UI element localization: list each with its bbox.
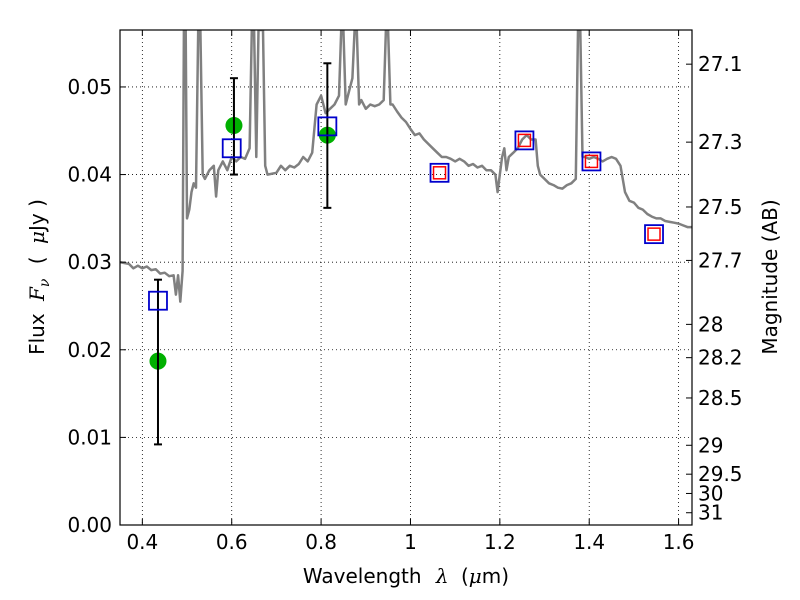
- blue-square-marker: [148, 290, 168, 311]
- y-axis-label-unit-mu: μ: [25, 231, 49, 244]
- model-sed-line: [120, 30, 692, 303]
- y-tick-label: 0.03: [67, 250, 112, 274]
- x-tick-label: 0.6: [216, 530, 248, 554]
- blue-square-marker: [429, 162, 450, 183]
- x-tick-label: 0.8: [305, 530, 337, 554]
- y-axis-label-prefix: Flux: [25, 313, 49, 355]
- plot-frame: [119, 29, 693, 526]
- x-tick-label: 1.2: [484, 530, 516, 554]
- y2-tick-label: 27.3: [698, 130, 743, 154]
- x-tick-label: 1.6: [663, 530, 695, 554]
- y-axis-label-unit-open: (: [25, 256, 49, 264]
- y2-tick-label: 29.5: [698, 462, 743, 486]
- y2-tick-label: 27.7: [698, 248, 743, 272]
- y-tick-label: 0.02: [67, 338, 112, 362]
- y2-tick-label: 29: [698, 433, 723, 457]
- y2-tick-label: 27.5: [698, 195, 743, 219]
- series-layer: [120, 30, 692, 446]
- grid-lines: [120, 30, 692, 526]
- red-square-marker: [647, 227, 661, 241]
- y-axis-label-unit-close: Jy ): [25, 199, 49, 233]
- y-axis-label-symbol: F: [25, 286, 49, 302]
- x-axis-label-unit-open: (: [461, 564, 469, 588]
- red-square-marker: [432, 166, 447, 180]
- x-tick-label: 0.4: [126, 530, 158, 554]
- y2-tick-label: 30: [698, 481, 723, 505]
- x-axis-label: Wavelength λ (μm): [303, 564, 509, 588]
- blue-square-marker: [317, 116, 338, 137]
- y2-tick-label: 28.5: [698, 386, 743, 410]
- blue-square-marker: [221, 138, 242, 159]
- x-axis-label-unit-close: m): [482, 564, 509, 588]
- y-tick-label: 0.05: [67, 75, 112, 99]
- y-axis-label: Flux Fν ( μJy ): [25, 199, 54, 355]
- y2-axis-label: Magnitude (AB): [758, 199, 782, 354]
- y-tick-label: 0.01: [67, 425, 112, 449]
- y2-tick-label: 31: [698, 501, 723, 525]
- red-square-marker: [584, 154, 599, 169]
- blue-square-marker: [514, 130, 535, 151]
- y-tick-label: 0.00: [67, 513, 112, 537]
- y2-tick-label: 28.2: [698, 346, 743, 370]
- y-axis-label-subscript: ν: [37, 278, 53, 287]
- y2-tick-label: 27.1: [698, 52, 743, 76]
- x-axis-label-prefix: Wavelength: [303, 564, 422, 588]
- blue-square-marker: [581, 151, 602, 172]
- x-tick-label: 1: [404, 530, 417, 554]
- red-square-marker: [517, 133, 532, 148]
- blue-square-marker: [644, 224, 664, 245]
- y-tick-label: 0.04: [67, 163, 112, 187]
- x-axis-label-unit-mu: μ: [469, 564, 482, 588]
- ticks-layer: 0.4 0.6 0.8 1 1.2 1.4 1.6 0.00 0.01 0.02 0.03 0.04 0…: [67, 30, 743, 554]
- x-axis-label-symbol: λ: [435, 564, 449, 588]
- x-tick-label: 1.4: [573, 530, 605, 554]
- y2-tick-label: 28: [698, 312, 723, 336]
